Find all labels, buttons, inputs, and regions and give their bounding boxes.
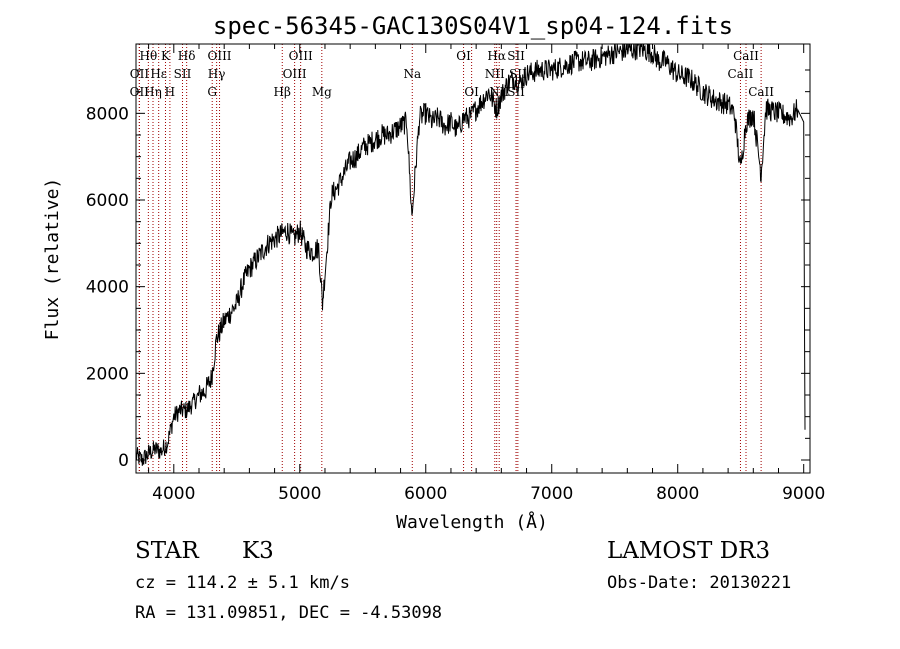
spectral-line-label: OIII: [207, 49, 231, 63]
x-tick-label: 6000: [404, 484, 447, 504]
spectral-line-label: OIII: [283, 67, 307, 81]
spectral-line-label: OI: [456, 49, 471, 63]
x-tick-label: 9000: [782, 484, 825, 504]
coordinates: RA = 131.09851, DEC = -4.53098: [135, 603, 443, 623]
spectral-line-label: OI: [464, 85, 479, 99]
spectral-line-label: OII: [130, 67, 150, 81]
x-tick-label: 8000: [656, 484, 699, 504]
spectral-line-label: Mg: [312, 85, 332, 99]
spectral-line-label: Hβ: [274, 85, 291, 99]
spectral-line-label: CaII: [728, 67, 754, 81]
survey-name: LAMOST DR3: [607, 538, 771, 564]
spectral-line-label: CaII: [733, 49, 759, 63]
spectral-line-label: K: [161, 49, 171, 63]
object-class: STAR: [135, 538, 199, 564]
redshift-velocity: cz = 114.2 ± 5.1 km/s: [135, 573, 350, 593]
spectral-line-label: Hγ: [208, 67, 226, 81]
x-tick-label: 5000: [278, 484, 321, 504]
spectral-line-label: NII: [489, 85, 509, 99]
spectral-line-label: CaII: [748, 85, 774, 99]
y-tick-label: 8000: [86, 104, 129, 124]
spectral-line-label: SII: [507, 85, 525, 99]
spectral-line-label: Hθ: [139, 49, 157, 63]
x-tick-label: 7000: [530, 484, 573, 504]
spectral-line-label: G: [207, 85, 217, 99]
spectral-line-label: Hε: [150, 67, 167, 81]
y-axis-label: Flux (relative): [42, 178, 63, 341]
y-tick-label: 6000: [86, 191, 129, 211]
spectral-line-label: Hδ: [178, 49, 196, 63]
spectral-line-label: SII: [509, 67, 527, 81]
spectral-line-label: H: [165, 85, 175, 99]
spectral-line-label: OII: [130, 85, 150, 99]
spectral-line-label: SII: [507, 49, 525, 63]
spectral-line-label: Hη: [144, 85, 162, 99]
x-tick-label: 4000: [152, 484, 195, 504]
object-subclass: K3: [242, 538, 274, 564]
observation-date: Obs-Date: 20130221: [607, 573, 792, 593]
chart-title: spec-56345-GAC130S04V1_sp04-124.fits: [213, 12, 733, 40]
spectral-line-label: Hα: [487, 49, 506, 63]
y-tick-label: 0: [118, 451, 129, 471]
x-axis-label: Wavelength (Å): [396, 511, 548, 533]
spectral-line-label: NII: [485, 67, 505, 81]
spectrum-series-line: [136, 44, 806, 466]
spectral-line-label: OIII: [289, 49, 313, 63]
y-tick-label: 2000: [86, 364, 129, 384]
y-tick-label: 4000: [86, 278, 129, 298]
spectral-line-label: Na: [403, 67, 421, 81]
spectral-line-label: SII: [174, 67, 192, 81]
plot-frame: [135, 43, 811, 474]
